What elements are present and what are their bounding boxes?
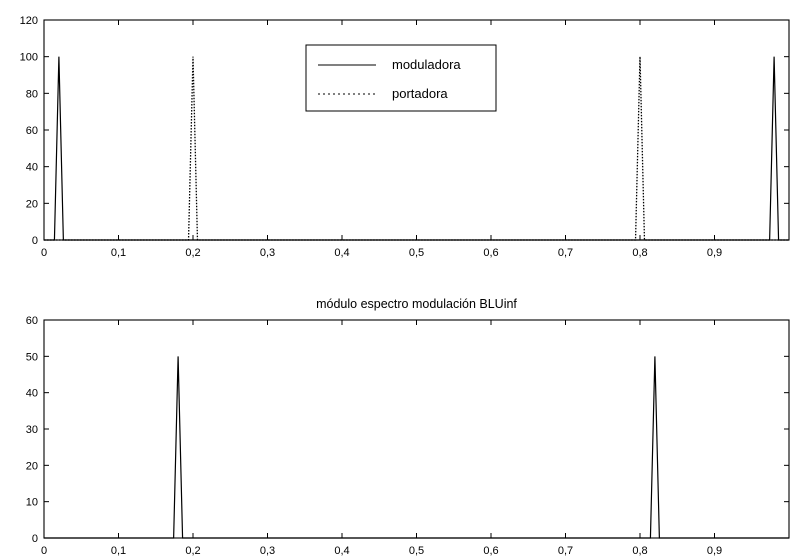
x-tick-label: 0,9 bbox=[707, 545, 722, 557]
x-tick-label: 0,6 bbox=[483, 545, 498, 557]
y-tick-label: 20 bbox=[26, 198, 38, 210]
x-tick-label: 0,5 bbox=[409, 545, 424, 557]
series-line-portadora bbox=[44, 56, 789, 241]
y-tick-label: 40 bbox=[26, 162, 38, 174]
bottom-chart-title: módulo espectro modulación BLUinf bbox=[316, 297, 517, 311]
x-tick-label: 0,4 bbox=[334, 247, 349, 259]
top-chart-legend: moduladora portadora bbox=[305, 44, 497, 112]
bottom-chart-ticks: 0 0,1 0,2 0,3 0,4 0,5 0,6 0,7 0,8 0,9 0 10 20 30 40 50 6… bbox=[26, 315, 790, 557]
x-tick-label: 0,1 bbox=[111, 247, 126, 259]
series-line-series-0 bbox=[44, 356, 789, 539]
x-tick-label: 0,8 bbox=[632, 247, 647, 259]
y-tick-label: 80 bbox=[26, 88, 38, 100]
x-tick-label: 0,2 bbox=[185, 545, 200, 557]
y-tick-label: 30 bbox=[26, 424, 38, 436]
y-tick-label: 20 bbox=[26, 460, 38, 472]
x-tick-label: 0,8 bbox=[632, 545, 647, 557]
x-tick-label: 0 bbox=[41, 247, 47, 259]
x-tick-label: 0,2 bbox=[185, 247, 200, 259]
x-tick-label: 0,4 bbox=[334, 545, 349, 557]
y-tick-label: 10 bbox=[26, 497, 38, 509]
axes-frame bbox=[43, 319, 790, 539]
y-tick-label: 50 bbox=[26, 351, 38, 363]
x-tick-label: 0,3 bbox=[260, 545, 275, 557]
y-tick-label: 0 bbox=[32, 533, 38, 545]
x-tick-label: 0,7 bbox=[558, 545, 573, 557]
top-chart: 0 0,1 0,2 0,3 0,4 0,5 0,6 0,7 0,8 0,9 0 20 40 60 80 100… bbox=[20, 15, 790, 259]
legend-box bbox=[305, 44, 497, 112]
legend-label-moduladora: moduladora bbox=[392, 57, 461, 72]
x-tick-label: 0,5 bbox=[409, 247, 424, 259]
top-chart-series bbox=[44, 56, 789, 241]
x-tick-label: 0,6 bbox=[483, 247, 498, 259]
y-tick-label: 40 bbox=[26, 388, 38, 400]
x-tick-label: 0,9 bbox=[707, 247, 722, 259]
bottom-chart: módulo espectro modulación BLUinf 0 0,1 0,… bbox=[26, 297, 790, 557]
y-tick-label: 100 bbox=[20, 52, 38, 64]
y-tick-label: 60 bbox=[26, 125, 38, 137]
y-tick-label: 60 bbox=[26, 315, 38, 327]
bottom-chart-series bbox=[44, 356, 789, 539]
x-tick-label: 0,7 bbox=[558, 247, 573, 259]
x-tick-label: 0,3 bbox=[260, 247, 275, 259]
x-tick-label: 0 bbox=[41, 545, 47, 557]
y-tick-label: 120 bbox=[20, 15, 38, 27]
legend-label-portadora: portadora bbox=[392, 86, 448, 101]
y-tick-label: 0 bbox=[32, 235, 38, 247]
x-tick-label: 0,1 bbox=[111, 545, 126, 557]
